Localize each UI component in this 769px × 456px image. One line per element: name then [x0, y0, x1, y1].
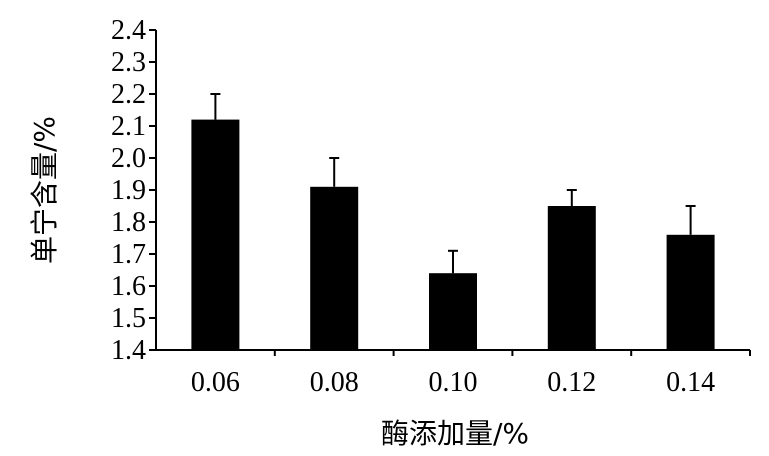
x-tick-label: 0.10	[429, 367, 478, 398]
x-tick-label: 0.06	[191, 367, 240, 398]
bar	[429, 273, 477, 350]
y-tick-label: 1.4	[111, 335, 146, 366]
y-tick-label: 2.4	[111, 15, 146, 46]
y-tick-label: 1.6	[111, 271, 146, 302]
x-tick-label: 0.14	[666, 367, 715, 398]
error-bars-group	[210, 93, 696, 274]
y-tick-label: 2.2	[111, 79, 146, 110]
bar	[310, 186, 359, 350]
bar	[666, 234, 715, 350]
y-tick-label: 2.1	[111, 111, 146, 142]
y-tick-label: 2.0	[111, 143, 146, 174]
y-tick-label: 1.9	[111, 175, 146, 206]
y-tick-label: 1.7	[111, 239, 146, 270]
y-axis-title: 单宁含量/%	[28, 116, 61, 264]
x-ticks-group: 0.06 0.08 0.10 0.12 0.14	[191, 350, 751, 398]
y-tick-label: 1.5	[111, 303, 146, 334]
x-tick-label: 0.12	[547, 367, 596, 398]
y-ticks-group: 1.41.51.61.71.81.92.02.12.22.32.4	[111, 15, 156, 366]
x-tick-label: 0.08	[310, 367, 359, 398]
bar	[547, 206, 596, 350]
y-tick-label: 1.8	[111, 207, 146, 238]
x-axis-title: 酶添加量/%	[381, 417, 529, 450]
bars-group	[191, 119, 715, 350]
bar	[191, 119, 240, 350]
y-tick-label: 2.3	[111, 47, 146, 78]
